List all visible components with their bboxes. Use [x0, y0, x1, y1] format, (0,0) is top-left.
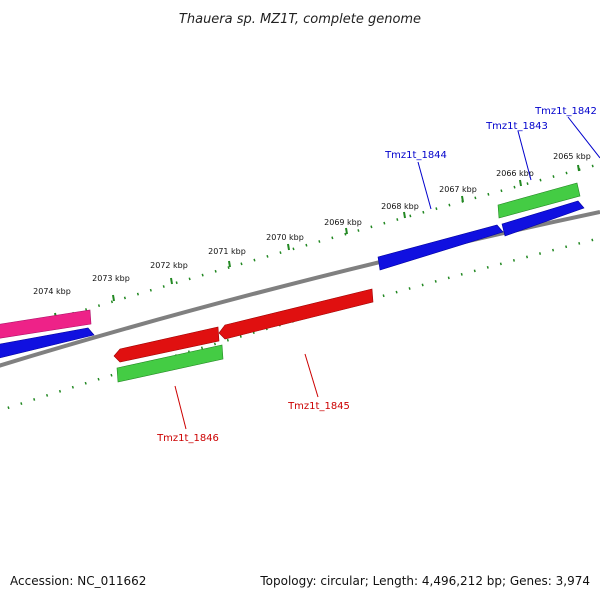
gene-label-tmz1t-1842[interactable]: Tmz1t_1842 — [534, 106, 597, 117]
gene-tmz1t-1846-rna[interactable] — [116, 344, 224, 383]
scale-label: 2073 kbp — [92, 274, 130, 283]
major-tick — [112, 294, 115, 302]
scale-label: 2068 kbp — [381, 202, 419, 211]
scale-label: 2067 kbp — [439, 185, 477, 194]
scale-label: 2065 kbp — [553, 152, 591, 161]
major-tick — [461, 195, 464, 203]
major-tick — [519, 179, 522, 187]
gene-tmz1t-1845[interactable] — [218, 288, 374, 340]
gene-tmz1t-1846[interactable] — [113, 326, 220, 363]
major-tick — [403, 211, 406, 219]
major-tick — [170, 277, 173, 285]
gene-label-tmz1t-1845[interactable]: Tmz1t_1845 — [287, 401, 350, 412]
gene-label-tmz1t-1846[interactable]: Tmz1t_1846 — [156, 433, 219, 444]
genome-summary-text: Topology: circular; Length: 4,496,212 bp… — [260, 574, 590, 588]
scale-label: 2070 kbp — [266, 233, 304, 242]
scale-label: 2071 kbp — [208, 247, 246, 256]
inner-tick-ring — [0, 236, 600, 412]
gene-tmz1t-1843-rna[interactable] — [497, 182, 581, 219]
gene-tmz1t-1843[interactable] — [501, 200, 585, 237]
outer-tick-ring — [0, 162, 600, 337]
map-title: Thauera sp. MZ1T, complete genome — [179, 12, 421, 27]
major-tick — [287, 243, 290, 251]
scale-label: 2074 kbp — [33, 287, 71, 296]
accession-text: Accession: NC_011662 — [10, 574, 147, 588]
scale-labels: 2074 kbp 2073 kbp 2072 kbp 2071 kbp 2070… — [33, 152, 591, 296]
gene-leader-lines — [174, 116, 600, 430]
gene-label-tmz1t-1844[interactable]: Tmz1t_1844 — [384, 150, 447, 161]
gene-tmz1t-1844[interactable] — [377, 224, 504, 271]
major-tick — [577, 164, 580, 172]
major-tick — [345, 227, 348, 235]
gene-labels: Tmz1t_1842 Tmz1t_1843 Tmz1t_1844 Tmz1t_1… — [156, 106, 597, 444]
feature-pink-left[interactable] — [0, 309, 92, 339]
scale-label: 2066 kbp — [496, 169, 534, 178]
scale-label: 2072 kbp — [150, 261, 188, 270]
gene-label-tmz1t-1843[interactable]: Tmz1t_1843 — [485, 121, 548, 132]
major-tick — [228, 260, 231, 268]
feature-blue-left[interactable] — [0, 327, 95, 359]
scale-label: 2069 kbp — [324, 218, 362, 227]
